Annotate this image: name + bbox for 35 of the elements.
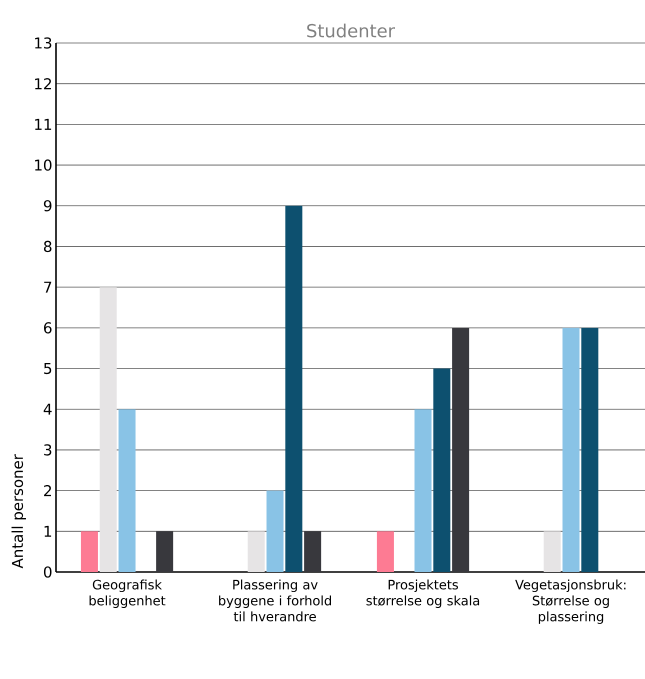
- x-tick-label: Plassering av byggene i forhold til hverandre: [219, 580, 331, 622]
- y-tick-label: 13: [35, 37, 52, 49]
- bar: [452, 328, 470, 572]
- y-tick-label: 0: [44, 566, 52, 578]
- y-tick-label: 8: [44, 240, 52, 252]
- bar: [100, 287, 117, 572]
- y-tick-label: 3: [44, 444, 52, 456]
- bar: [248, 531, 265, 572]
- y-tick-label: 6: [44, 322, 52, 334]
- bar: [285, 206, 302, 572]
- x-tick-label: Vegetasjonsbruk: Størrelse og plassering: [515, 580, 626, 624]
- x-tick-label: Geografisk beliggenhet: [90, 580, 166, 608]
- y-tick-label: 5: [44, 362, 52, 374]
- y-tick-label: 9: [44, 200, 52, 212]
- y-tick-label: 11: [35, 118, 52, 130]
- y-tick-label: 10: [35, 159, 52, 171]
- bar: [581, 328, 598, 572]
- y-tick-label: 4: [44, 404, 52, 415]
- chart-title: Studenter: [307, 24, 396, 38]
- y-tick-label: 12: [35, 78, 51, 90]
- bar: [118, 409, 136, 572]
- bar: [562, 328, 580, 572]
- y-tick-label: 2: [44, 485, 51, 496]
- bar: [376, 531, 394, 572]
- bar: [414, 409, 432, 572]
- bar: [156, 531, 174, 572]
- y-axis-title: Antall personer: [12, 454, 26, 568]
- bar: [266, 490, 284, 572]
- x-tick-label: Prosjektets størrelse og skala: [366, 580, 480, 608]
- bar: [433, 368, 450, 572]
- y-tick-label: 7: [44, 282, 52, 293]
- y-tick-label: 1: [44, 526, 52, 537]
- bar: [80, 531, 98, 572]
- bar: [304, 531, 322, 572]
- bar: [544, 531, 561, 572]
